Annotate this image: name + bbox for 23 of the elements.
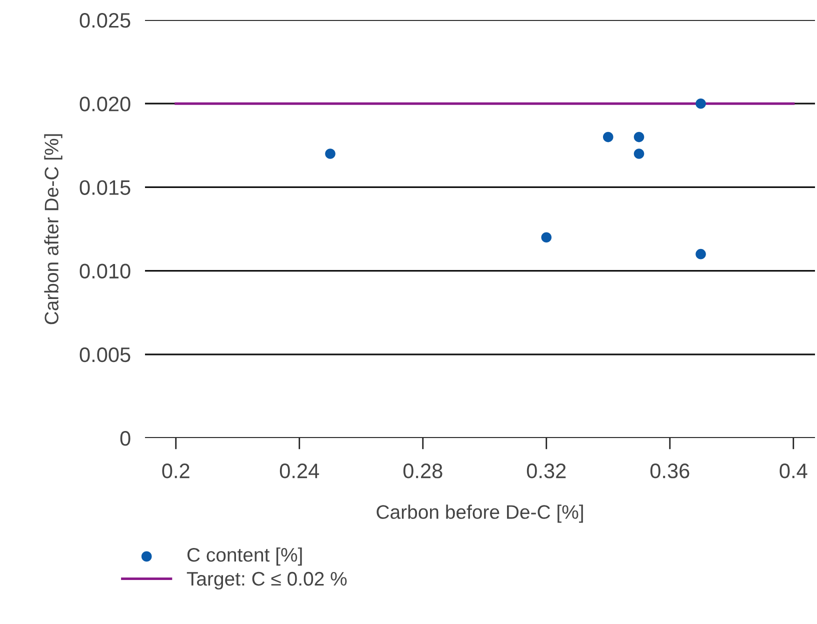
legend-label: Target: C ≤ 0.02 % [186,572,347,590]
point [634,132,644,142]
x-tick-label: 0.32 [526,464,566,478]
y-tick-label: 0.025 [80,13,130,28]
y-tick-label: 0.010 [80,264,130,279]
y-tick-label: 0.015 [80,180,130,195]
y-tick-label: 0.020 [80,96,130,112]
x-tick-label: 0.4 [780,464,808,478]
y-tick-label: 0 [120,431,130,446]
legend-label: C content [%] [187,547,302,566]
x-tick-label: 0.2 [162,464,190,478]
point [541,232,552,243]
point [696,248,706,260]
y-tick-label: 0.005 [80,347,130,362]
x-tick-label: 0.24 [280,464,320,478]
point [696,98,706,109]
point [325,148,336,159]
point [602,132,614,142]
x-axis-title: Carbon before De-C [%] [376,504,583,523]
point [634,148,644,159]
x-tick-label: 0.36 [650,464,690,478]
y-axis-title: Carbon after De-C [%] [44,134,62,324]
x-tick-label: 0.28 [403,464,442,478]
